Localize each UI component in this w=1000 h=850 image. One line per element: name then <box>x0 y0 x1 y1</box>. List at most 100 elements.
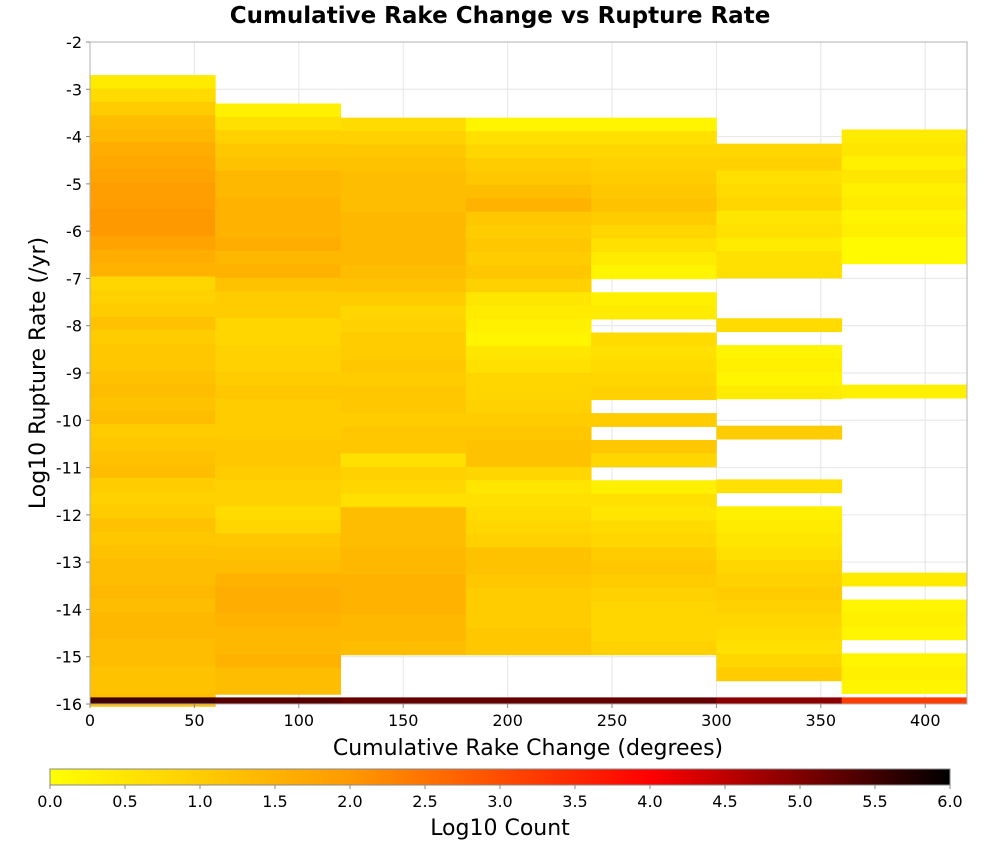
colorbar-tick-label: 6.0 <box>937 792 962 811</box>
heatmap-cell <box>591 533 717 548</box>
x-axis-ticks: 0 50 100 150 200 250 300 350 400 <box>85 704 941 730</box>
heatmap-cell <box>716 385 843 400</box>
heatmap-cell <box>465 507 592 521</box>
y-tick-label: -13 <box>56 553 82 572</box>
heatmap-cell <box>841 129 968 144</box>
heatmap-cell <box>465 184 592 199</box>
x-tick-label: 300 <box>701 711 732 730</box>
y-tick-label: -12 <box>56 506 82 525</box>
colorbar-tick-label: 2.5 <box>412 792 437 811</box>
heatmap-cell <box>716 425 843 440</box>
heatmap-cell <box>340 359 467 374</box>
heatmap-cell <box>340 560 467 575</box>
heatmap-cell <box>215 654 341 668</box>
heatmap-cell <box>215 697 341 705</box>
heatmap-cell <box>340 184 467 199</box>
heatmap-cell <box>465 466 592 481</box>
heatmap-cell <box>716 143 843 158</box>
heatmap-cell <box>716 519 843 534</box>
heatmap-cell <box>340 225 467 239</box>
heatmap-cell <box>340 466 467 481</box>
heatmap-cell <box>340 157 467 172</box>
heatmap-cell <box>591 238 717 253</box>
heatmap-cell <box>465 601 592 615</box>
y-tick-label: -9 <box>66 364 82 383</box>
heatmap-cell <box>716 157 843 171</box>
heatmap-cell <box>90 357 216 371</box>
heatmap-cell <box>591 171 717 186</box>
heatmap-cell <box>716 345 843 359</box>
heatmap-cell <box>340 305 467 320</box>
heatmap-cell <box>90 330 216 345</box>
colorbar <box>49 768 951 786</box>
heatmap-cell <box>841 680 968 694</box>
heatmap-cell <box>215 667 341 682</box>
heatmap-cell <box>90 679 216 694</box>
heatmap-cell <box>215 251 341 266</box>
heatmap-cell <box>215 143 341 158</box>
heatmap-cell <box>716 183 843 198</box>
heatmap-cell <box>340 278 467 293</box>
y-tick-label: -3 <box>66 80 82 99</box>
heatmap-cell <box>215 184 341 198</box>
heatmap-cell <box>215 627 341 642</box>
y-tick-label: -7 <box>66 269 82 288</box>
heatmap-cell <box>465 547 592 562</box>
heatmap-cell <box>215 439 341 454</box>
heatmap-cells <box>90 75 968 707</box>
heatmap-cell <box>90 410 216 425</box>
colorbar-tick-label: 0.0 <box>37 792 62 811</box>
heatmap-cell <box>841 572 968 587</box>
heatmap-cell <box>340 507 467 521</box>
y-tick-label: -10 <box>56 411 82 430</box>
heatmap-cell <box>716 358 843 373</box>
heatmap-cell <box>465 413 592 427</box>
heatmap-cell <box>465 117 592 132</box>
heatmap-cell <box>215 492 341 507</box>
heatmap-cell <box>716 318 843 333</box>
heatmap-cell <box>716 533 843 547</box>
colorbar-tick-label: 2.0 <box>337 792 362 811</box>
heatmap-cell <box>90 639 216 653</box>
heatmap-cell <box>465 587 592 602</box>
heatmap-cell <box>465 386 592 401</box>
heatmap-cell <box>90 276 216 291</box>
heatmap-cell <box>465 614 592 629</box>
heatmap-cell <box>465 439 592 454</box>
heatmap-cell <box>90 88 216 103</box>
heatmap-cell <box>215 466 341 480</box>
heatmap-cell <box>215 479 341 494</box>
heatmap-cell <box>90 128 216 143</box>
heatmap-cell <box>591 265 717 280</box>
heatmap-cell <box>215 358 341 373</box>
heatmap-cell <box>90 169 216 183</box>
heatmap-cell <box>90 195 216 210</box>
heatmap-cell <box>90 289 216 304</box>
heatmap-cell <box>841 183 968 198</box>
heatmap-cell <box>716 559 843 574</box>
heatmap-cell <box>90 437 216 452</box>
heatmap-cell <box>90 665 216 680</box>
heatmap-cell <box>716 640 843 655</box>
heatmap-cell <box>215 345 341 360</box>
heatmap-cell <box>340 372 467 387</box>
heatmap-cell <box>465 493 592 508</box>
heatmap-cell <box>215 425 341 440</box>
colorbar-tick-label: 5.5 <box>862 792 887 811</box>
colorbar-tick-label: 3.0 <box>487 792 512 811</box>
heatmap-cell <box>841 236 968 251</box>
heatmap-cell <box>90 249 216 264</box>
heatmap-cell <box>591 211 717 226</box>
heatmap-cell <box>90 101 216 116</box>
heatmap-cell <box>841 626 968 641</box>
heatmap-cell <box>591 386 717 401</box>
heatmap-cell <box>215 640 341 655</box>
heatmap-cell <box>465 157 592 172</box>
heatmap-cell <box>841 210 968 224</box>
heatmap-cell <box>716 506 843 521</box>
heatmap-cell <box>215 210 341 225</box>
heatmap-cell <box>215 372 341 386</box>
heatmap-cell <box>215 304 341 319</box>
heatmap-cell <box>841 653 968 668</box>
